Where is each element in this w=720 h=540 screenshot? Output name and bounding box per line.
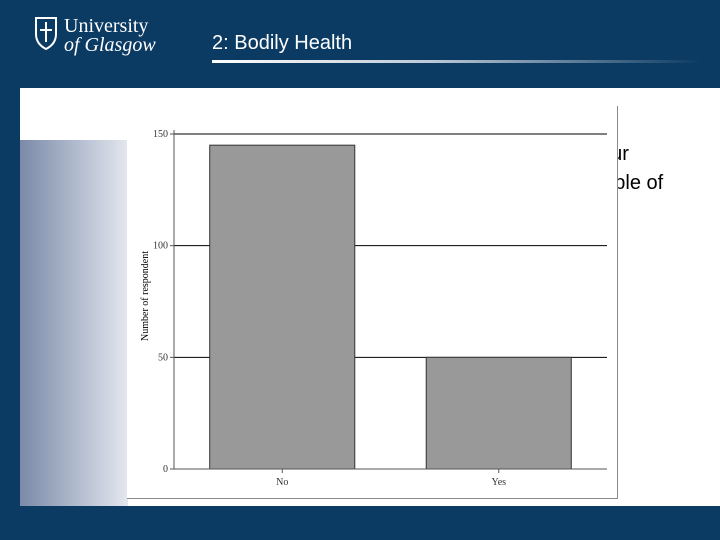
slide-title: 2: Bodily Health: [212, 32, 353, 54]
chart-svg: 0 50 100 150 No Yes Number of respondent: [140, 129, 607, 488]
title-divider: [212, 60, 702, 63]
y-axis-label: Number of respondent: [140, 251, 151, 341]
bar-yes: [425, 356, 572, 470]
x-tick-label: No: [276, 477, 288, 488]
y-tick-label: 150: [153, 129, 168, 140]
y-tick-label: 0: [163, 464, 168, 475]
bar-chart: 0 50 100 150 No Yes Number of respondent: [127, 106, 618, 499]
logo-line-2: of Glasgow: [64, 34, 156, 56]
y-tick-label: 50: [158, 352, 168, 363]
logo-line-1: University: [64, 15, 149, 37]
side-gradient: [20, 140, 128, 506]
x-tick-label: Yes: [491, 477, 506, 488]
y-tick-label: 100: [153, 241, 168, 252]
university-logo: University of Glasgow: [34, 14, 184, 60]
crest-icon: [35, 17, 57, 50]
bar-no: [209, 144, 356, 470]
